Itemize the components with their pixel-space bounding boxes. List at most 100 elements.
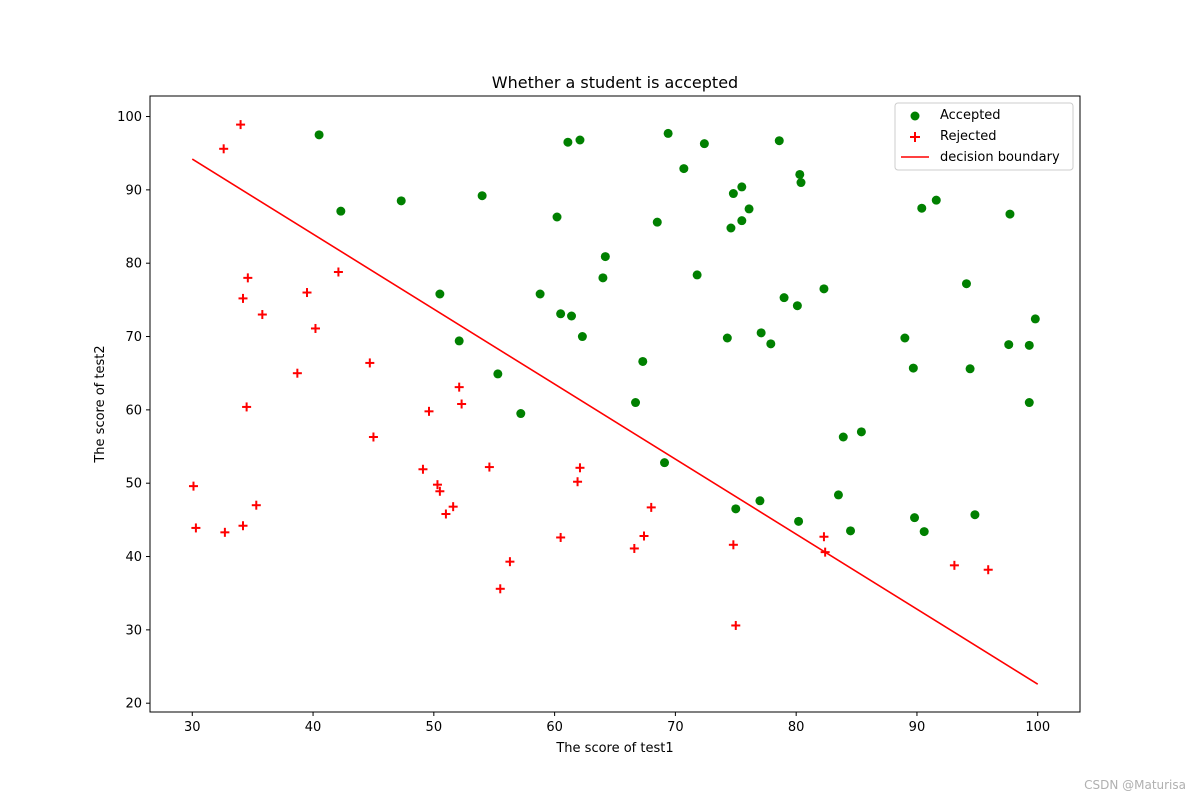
accepted-point — [535, 289, 545, 299]
accepted-point — [726, 223, 736, 233]
accepted-point — [779, 293, 789, 303]
rejected-point — [556, 532, 566, 542]
rejected-point — [418, 464, 428, 474]
rejected-point — [236, 120, 246, 130]
accepted-point — [856, 427, 866, 437]
accepted-point — [577, 332, 587, 342]
rejected-point — [424, 406, 434, 416]
rejected-point — [441, 509, 451, 519]
accepted-point — [679, 164, 689, 174]
accepted-point — [638, 356, 648, 366]
legend-rejected-label: Rejected — [940, 129, 997, 144]
accepted-point — [477, 191, 487, 201]
accepted-point — [631, 398, 641, 408]
rejected-point — [731, 620, 741, 630]
accepted-point — [722, 333, 732, 343]
rejected-point — [242, 402, 252, 412]
rejected-point — [219, 144, 229, 154]
accepted-point — [900, 333, 910, 343]
rejected-point — [505, 557, 515, 567]
accepted-point — [600, 252, 610, 262]
rejected-point — [368, 432, 378, 442]
rejected-point — [457, 399, 467, 409]
x-axis: 30 40 50 60 70 80 90 100 — [184, 712, 1050, 735]
accepted-point — [795, 169, 805, 179]
accepted-point — [792, 301, 802, 311]
accepted-point — [731, 504, 741, 514]
legend: Accepted Rejected decision boundary — [894, 102, 1074, 171]
rejected-point — [238, 521, 248, 531]
accepted-point — [917, 203, 927, 213]
accepted-point — [396, 196, 406, 206]
accepted-point — [908, 363, 918, 373]
accepted-point — [1024, 340, 1034, 350]
rejected-point — [257, 310, 267, 320]
legend-accepted-marker — [910, 111, 920, 121]
accepted-point — [598, 273, 608, 283]
y-tick-label: 60 — [125, 403, 142, 418]
rejected-point — [251, 500, 261, 510]
accepted-point — [961, 279, 971, 289]
rejected-point — [819, 532, 829, 542]
y-tick-label: 30 — [125, 623, 142, 638]
x-axis-label: The score of test1 — [555, 741, 673, 756]
y-tick-label: 100 — [117, 110, 142, 125]
accepted-point — [699, 139, 709, 149]
accepted-point — [970, 510, 980, 520]
accepted-point — [774, 136, 784, 146]
accepted-point — [919, 527, 929, 537]
accepted-point — [454, 336, 464, 346]
y-tick-label: 70 — [125, 330, 142, 345]
rejected-point — [575, 463, 585, 473]
accepted-point — [660, 458, 670, 468]
chart-title: Whether a student is accepted — [492, 73, 738, 92]
x-tick-label: 50 — [426, 720, 443, 735]
y-axis: 20 30 40 50 60 70 80 90 100 — [117, 110, 150, 712]
watermark: CSDN @Maturisa — [1084, 778, 1186, 792]
accepted-point — [567, 311, 577, 321]
accepted-point — [314, 130, 324, 140]
rejected-point — [310, 323, 320, 333]
rejected-point — [629, 543, 639, 553]
rejected-point — [448, 502, 458, 512]
y-tick-label: 90 — [125, 183, 142, 198]
accepted-point — [1030, 314, 1040, 324]
accepted-point — [435, 289, 445, 299]
accepted-point — [692, 270, 702, 280]
accepted-point — [838, 432, 848, 442]
rejected-point — [484, 462, 494, 472]
accepted-point — [1024, 398, 1034, 408]
accepted-point — [663, 128, 673, 138]
plot-area — [188, 120, 1040, 685]
rejected-point — [495, 584, 505, 594]
accepted-point — [493, 369, 503, 379]
x-tick-label: 40 — [305, 720, 322, 735]
y-tick-label: 80 — [125, 257, 142, 272]
y-axis-label: The score of test2 — [93, 345, 108, 463]
rejected-point — [191, 523, 201, 533]
rejected-point — [365, 358, 375, 368]
accepted-point — [756, 328, 766, 338]
accepted-point — [737, 216, 747, 226]
accepted-point — [744, 204, 754, 214]
rejected-point — [435, 486, 445, 496]
accepted-point — [516, 409, 526, 419]
rejected-point — [302, 288, 312, 298]
rejected-point — [983, 565, 993, 575]
x-tick-label: 30 — [184, 720, 201, 735]
x-tick-label: 80 — [788, 720, 805, 735]
rejected-point — [188, 481, 198, 491]
rejected-point — [238, 293, 248, 303]
accepted-point — [796, 178, 806, 188]
accepted-point — [737, 182, 747, 192]
plot-frame — [149, 95, 1081, 713]
accepted-point — [728, 189, 738, 199]
accepted-point — [552, 212, 562, 222]
accepted-point — [965, 364, 975, 374]
y-tick-label: 20 — [125, 697, 142, 712]
rejected-point — [292, 368, 302, 378]
accepted-point — [563, 137, 573, 147]
x-tick-label: 70 — [667, 720, 684, 735]
accepted-point — [794, 516, 804, 526]
